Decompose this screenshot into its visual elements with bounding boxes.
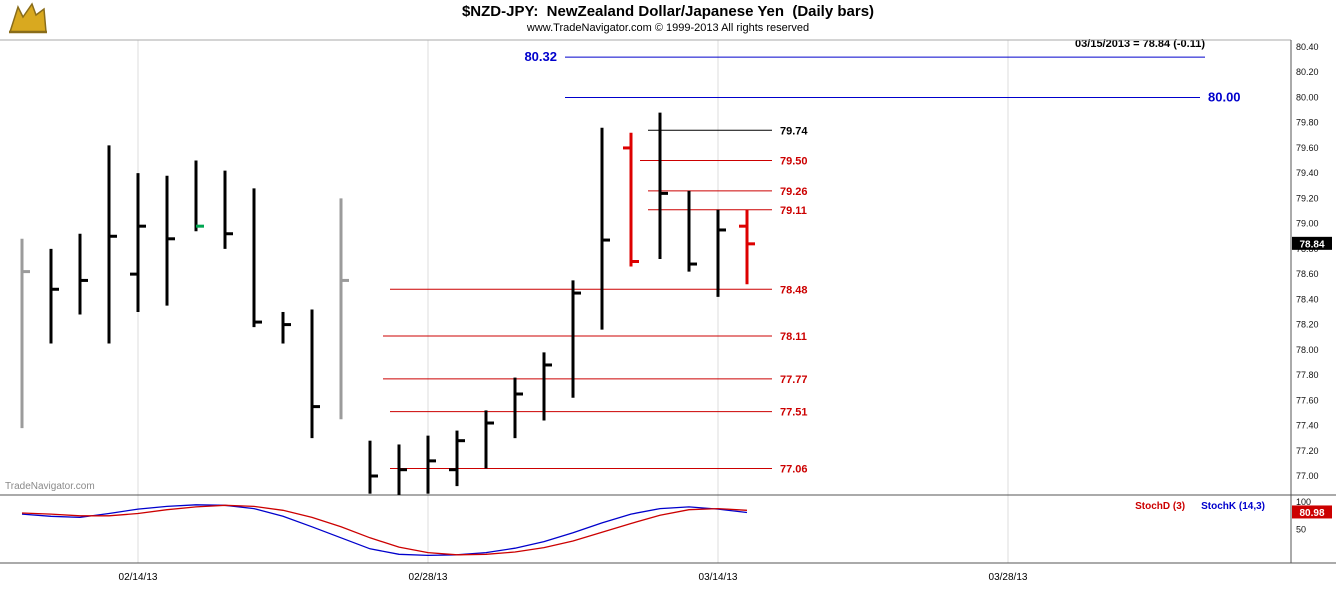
price-axis-label: 80.00	[1296, 92, 1319, 102]
price-axis-label: 79.00	[1296, 219, 1319, 229]
price-axis-label: 78.20	[1296, 320, 1319, 330]
last-quote-readout: 03/15/2013 = 78.84 (-0.11)	[1075, 38, 1205, 50]
chart-title: $NZD-JPY: NewZealand Dollar/Japanese Yen…	[461, 3, 875, 20]
last-stoch-badge-text: 80.98	[1299, 508, 1324, 519]
trade-navigator-logo-icon	[8, 2, 47, 34]
watermark-text: TradeNavigator.com	[5, 481, 95, 492]
price-axis-label: 79.60	[1296, 143, 1319, 153]
price-axis-label: 79.20	[1296, 193, 1319, 203]
price-axis-label: 77.80	[1296, 370, 1319, 380]
price-axis-label: 79.40	[1296, 168, 1319, 178]
price-axis-label: 77.40	[1296, 421, 1319, 431]
stochk-legend-label[interactable]: StochK (14,3)	[1201, 501, 1265, 512]
level-label-78.11: 78.11	[780, 331, 807, 343]
level-label-80.32: 80.32	[524, 49, 557, 64]
level-label-77.06: 77.06	[780, 463, 808, 475]
stochk-line	[21, 504, 748, 557]
price-axis-label: 77.60	[1296, 395, 1319, 405]
x-axis-label-02/14/13: 02/14/13	[119, 572, 158, 583]
level-label-79.74: 79.74	[780, 125, 808, 137]
indicator-legend: StochD (3) StochK (14,3)	[1135, 501, 1265, 512]
x-axis-label-03/28/13: 03/28/13	[989, 572, 1028, 583]
price-axis-label: 77.20	[1296, 446, 1319, 456]
level-label-80.00: 80.00	[1208, 89, 1241, 104]
level-label-79.50: 79.50	[780, 156, 808, 168]
level-label-79.26: 79.26	[780, 186, 808, 198]
stoch-axis-label: 100	[1296, 497, 1311, 507]
logo-shape	[8, 2, 47, 33]
price-axis-label: 78.00	[1296, 345, 1319, 355]
stochd-legend-label[interactable]: StochD (3)	[1135, 501, 1186, 512]
level-label-79.11: 79.11	[780, 205, 807, 217]
x-axis-label-02/28/13: 02/28/13	[409, 572, 448, 583]
last-price-badge	[1292, 236, 1332, 250]
last-stoch-badge	[1292, 505, 1332, 519]
price-axis-label: 78.40	[1296, 294, 1319, 304]
price-axis-label: 78.60	[1296, 269, 1319, 279]
last-price-badge-text: 78.84	[1299, 239, 1324, 250]
stochd-line	[21, 504, 748, 556]
level-label-77.51: 77.51	[780, 407, 808, 419]
price-axis-label: 80.40	[1296, 42, 1319, 52]
stoch-axis-label: 50	[1296, 525, 1306, 535]
price-axis-label: 77.00	[1296, 471, 1319, 481]
chart-subtitle: www.TradeNavigator.com © 1999-2013 All r…	[526, 22, 810, 34]
price-axis-label: 80.20	[1296, 67, 1319, 77]
level-label-77.77: 77.77	[780, 374, 808, 386]
price-axis-label: 79.80	[1296, 118, 1319, 128]
level-label-78.48: 78.48	[780, 284, 808, 296]
x-axis-label-03/14/13: 03/14/13	[699, 572, 738, 583]
